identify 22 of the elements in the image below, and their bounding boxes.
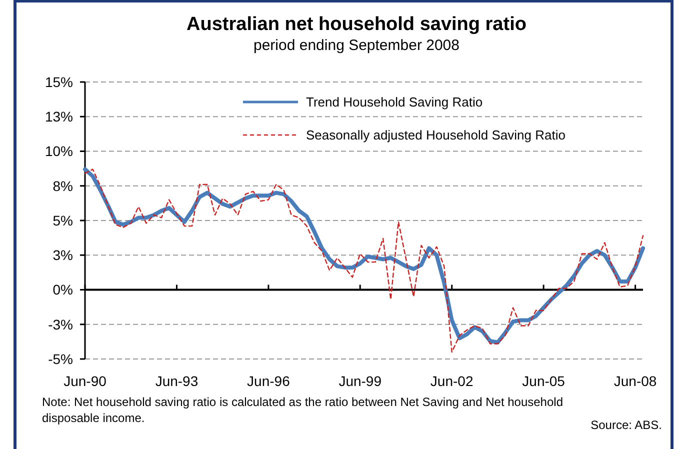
y-tick-label: 8% xyxy=(52,178,73,194)
chart-subtitle: period ending September 2008 xyxy=(254,37,460,54)
y-tick-label: -5% xyxy=(48,350,73,367)
y-tick-label: 5% xyxy=(52,212,73,228)
legend-label: Trend Household Saving Ratio xyxy=(306,94,483,110)
x-tick-label: Jun-96 xyxy=(247,373,290,389)
chart-title: Australian net household saving ratio xyxy=(186,14,526,35)
x-tick-label: Jun-05 xyxy=(522,373,566,389)
x-tick-label: Jun-08 xyxy=(614,373,657,389)
y-tick-label: 10% xyxy=(44,143,73,160)
x-tick-label: Jun-93 xyxy=(155,373,198,389)
y-tick-label: 3% xyxy=(52,247,73,264)
y-tick-label: 13% xyxy=(44,108,73,125)
legend-label: Seasonally adjusted Household Saving Ratio xyxy=(306,128,566,143)
text: Note: Net household saving ratio is calculated as the ratio between Net Saving and Net household disposable income. xyxy=(42,395,563,425)
y-tick-label: -3% xyxy=(48,316,73,332)
x-tick-label: Jun-02 xyxy=(430,373,474,389)
y-tick-label: 15% xyxy=(44,74,73,90)
x-tick-label: Jun-90 xyxy=(64,373,107,389)
source-note: Source: ABS. xyxy=(590,418,662,432)
y-tick-label: 0% xyxy=(52,282,73,298)
x-tick-label: Jun-99 xyxy=(338,373,382,389)
